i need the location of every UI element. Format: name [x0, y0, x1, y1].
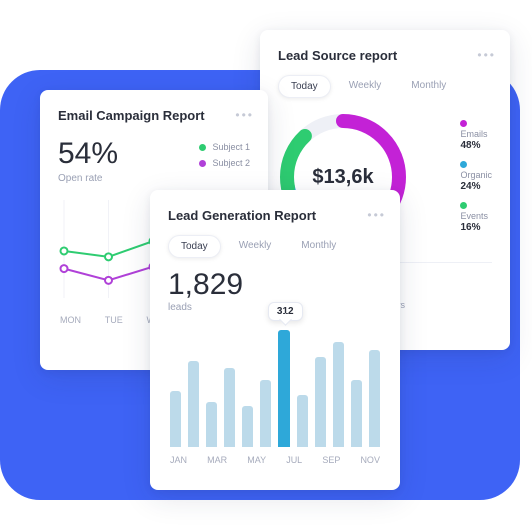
bar[interactable] — [188, 361, 199, 447]
bar[interactable] — [278, 330, 289, 447]
bar[interactable] — [170, 391, 181, 447]
legend-item: Emails48% — [460, 118, 492, 151]
bar[interactable] — [333, 342, 344, 447]
more-icon[interactable]: ••• — [235, 108, 254, 122]
tab-monthly[interactable]: Monthly — [399, 75, 458, 98]
bar[interactable] — [351, 380, 362, 448]
lead-gen-tabs: Today WeeklyMonthly — [168, 235, 382, 258]
email-title: Email Campaign Report — [58, 108, 250, 123]
x-label: TUE — [105, 315, 123, 325]
tab-today[interactable]: Today — [278, 75, 331, 98]
lead-gen-title: Lead Generation Report — [168, 208, 382, 223]
more-icon[interactable]: ••• — [367, 208, 386, 222]
tab-today[interactable]: Today — [168, 235, 221, 258]
tab-monthly[interactable]: Monthly — [289, 235, 348, 258]
bar-tooltip: 312 — [268, 302, 303, 321]
lead-source-legend: Emails48% Organic24% Events16% — [460, 118, 492, 241]
legend-item: Subject 2 — [199, 158, 250, 168]
x-label: MAY — [247, 455, 266, 465]
bar[interactable] — [297, 395, 308, 448]
bar[interactable] — [224, 368, 235, 447]
x-label: SEP — [322, 455, 340, 465]
bar[interactable] — [260, 380, 271, 448]
bar[interactable] — [206, 402, 217, 447]
lead-gen-bar-chart: 312 — [168, 327, 382, 447]
bar[interactable] — [242, 406, 253, 447]
legend-item: Subject 1 — [199, 142, 250, 152]
x-label: NOV — [360, 455, 380, 465]
lead-source-tabs: Today WeeklyMonthly — [278, 75, 492, 98]
tab-weekly[interactable]: Weekly — [227, 235, 284, 258]
more-icon[interactable]: ••• — [477, 48, 496, 62]
x-label: JAN — [170, 455, 187, 465]
x-label: MON — [60, 315, 81, 325]
bar[interactable] — [315, 357, 326, 447]
tab-weekly[interactable]: Weekly — [337, 75, 394, 98]
lead-gen-x-labels: JAN MAR MAY JUL SEP NOV — [168, 455, 382, 465]
x-label: MAR — [207, 455, 227, 465]
legend-item: Events16% — [460, 200, 492, 233]
x-label: JUL — [286, 455, 302, 465]
lead-source-title: Lead Source report — [278, 48, 492, 63]
lead-gen-value: 1,829 — [168, 268, 382, 302]
legend-item: Organic24% — [460, 159, 492, 192]
email-subtitle: Open rate — [58, 173, 250, 184]
bar[interactable] — [369, 350, 380, 448]
lead-generation-card: Lead Generation Report ••• Today WeeklyMo… — [150, 190, 400, 490]
email-legend: Subject 1 Subject 2 — [199, 142, 250, 174]
